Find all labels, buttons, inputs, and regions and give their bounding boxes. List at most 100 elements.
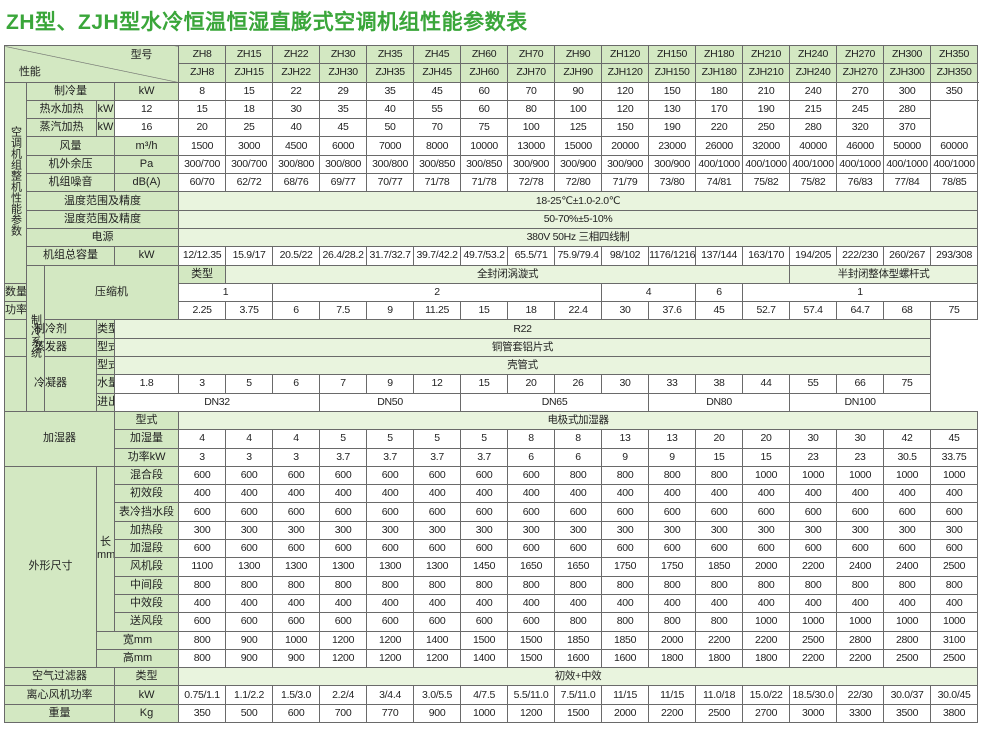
value: 300 bbox=[366, 520, 415, 541]
value: 700 bbox=[319, 703, 368, 723]
value: 20 bbox=[178, 118, 227, 138]
value: 5 bbox=[366, 429, 415, 449]
section-label-text: 空调机组整机性能参数 bbox=[9, 125, 22, 236]
value: 3/4.4 bbox=[366, 685, 415, 705]
value: 1800 bbox=[695, 648, 744, 669]
value: 71/79 bbox=[601, 173, 650, 193]
value: 78/85 bbox=[930, 173, 979, 193]
value: 8 bbox=[178, 81, 227, 101]
value: 9 bbox=[366, 374, 415, 394]
value: 1000 bbox=[930, 612, 979, 632]
value: 1800 bbox=[648, 648, 697, 669]
value: 400 bbox=[272, 484, 321, 504]
value: 15 bbox=[178, 99, 227, 120]
value: 400 bbox=[319, 484, 368, 504]
value: 73/80 bbox=[648, 173, 697, 193]
value: 400 bbox=[272, 593, 321, 614]
value: 3500 bbox=[883, 703, 932, 723]
value: 190 bbox=[742, 99, 791, 120]
table-row: 表冷挡水段 600 600 600 600 600 600 600 600 600 600 600 60… bbox=[5, 502, 979, 522]
value: 1200 bbox=[507, 703, 556, 723]
row-label: 冷凝器 bbox=[4, 356, 97, 412]
value: 电极式加湿器 bbox=[178, 410, 979, 431]
segment-label: 加湿段 bbox=[113, 539, 180, 559]
value: 全封闭涡漩式 bbox=[225, 264, 791, 284]
value: 600 bbox=[507, 502, 556, 522]
value: 25 bbox=[225, 118, 274, 138]
value: 320 bbox=[836, 118, 885, 138]
value: 1650 bbox=[507, 557, 556, 577]
value: 800 bbox=[648, 465, 697, 486]
value: 800 bbox=[883, 575, 932, 595]
value: 3300 bbox=[836, 703, 885, 723]
value: 3.7 bbox=[413, 447, 462, 467]
value: 64.7 bbox=[836, 301, 885, 321]
value: 800 bbox=[225, 575, 274, 595]
value: 37.6 bbox=[648, 301, 697, 321]
value: 400 bbox=[742, 593, 791, 614]
value: 600 bbox=[319, 612, 368, 632]
value: 800 bbox=[601, 612, 650, 632]
row-label: 机组总容量 bbox=[26, 246, 115, 266]
value: 1 bbox=[178, 282, 274, 303]
table-row: 电源 380V 50Hz 三相四线制 bbox=[5, 227, 979, 248]
value: 400 bbox=[507, 593, 556, 614]
row-label: 蒸发器 bbox=[4, 337, 97, 358]
value: 400 bbox=[507, 484, 556, 504]
row-label: 空气过滤器 bbox=[4, 667, 115, 687]
value: 800 bbox=[648, 575, 697, 595]
model-label: 型号 bbox=[130, 49, 153, 61]
value: 40000 bbox=[789, 136, 838, 156]
value: 72/78 bbox=[507, 173, 556, 193]
value: 400 bbox=[413, 593, 462, 614]
value: 170 bbox=[695, 99, 744, 120]
table-row: 功率kW 2.253.7567.5911.25151822.43037.64552… bbox=[4, 301, 979, 321]
unit: 数量 bbox=[4, 282, 27, 303]
value: 600 bbox=[789, 539, 838, 559]
table-row: 蒸汽加热 kW 16 20 25 40 45 50 70 75 100 125 150 190 220 250… bbox=[5, 118, 978, 138]
value: 15000 bbox=[554, 136, 603, 156]
row-label: 重量 bbox=[4, 703, 115, 723]
value: 400 bbox=[366, 484, 415, 504]
value: 8000 bbox=[413, 136, 462, 156]
unit: 进出水管径 bbox=[96, 392, 115, 412]
value: 3.7 bbox=[460, 447, 509, 467]
value: 23 bbox=[836, 447, 885, 467]
value: 26 bbox=[554, 374, 603, 394]
value: 400/1000 bbox=[789, 154, 838, 175]
value: R22 bbox=[113, 319, 932, 339]
value: 1200 bbox=[319, 648, 368, 669]
value: 400 bbox=[319, 593, 368, 614]
model-name: ZH350 bbox=[930, 44, 979, 65]
value: 1000 bbox=[742, 465, 791, 486]
value: 300 bbox=[836, 520, 885, 541]
value: 75 bbox=[460, 118, 509, 138]
value: 300 bbox=[225, 520, 274, 541]
value: 400 bbox=[601, 484, 650, 504]
table-row: 湿度范围及精度 50-70%±5-10% bbox=[5, 209, 979, 229]
value: 100 bbox=[507, 118, 556, 138]
value: 62/72 bbox=[225, 173, 274, 193]
value: 800 bbox=[789, 575, 838, 595]
value: 600 bbox=[413, 502, 462, 522]
value: 150 bbox=[601, 118, 650, 138]
table-row: 空气过滤器 类型 初效+中效 bbox=[4, 667, 979, 687]
model-name: ZH45 bbox=[413, 44, 462, 65]
model-name: ZJH180 bbox=[695, 63, 744, 83]
value: 210 bbox=[742, 81, 791, 101]
value: 770 bbox=[366, 703, 415, 723]
value: 30 bbox=[789, 429, 838, 449]
value: 400/1000 bbox=[836, 154, 885, 175]
value: 800 bbox=[836, 575, 885, 595]
value: 75.9/79.4 bbox=[554, 246, 603, 266]
value: 800 bbox=[178, 648, 227, 669]
value: 2500 bbox=[930, 557, 979, 577]
value: 3 bbox=[225, 447, 274, 467]
value: 100 bbox=[554, 99, 603, 120]
title: ZH型、ZJH型水冷恒温恒湿直膨式空调机组性能参数表 bbox=[6, 11, 528, 34]
model-name: ZJH60 bbox=[460, 63, 509, 83]
value: 800 bbox=[742, 575, 791, 595]
row-label: 蒸汽加热 bbox=[26, 118, 97, 138]
table-row: 风机段 1100 1300 1300 1300 1300 1300 1450 1650 1650 1… bbox=[5, 557, 979, 577]
value: 600 bbox=[413, 612, 462, 632]
